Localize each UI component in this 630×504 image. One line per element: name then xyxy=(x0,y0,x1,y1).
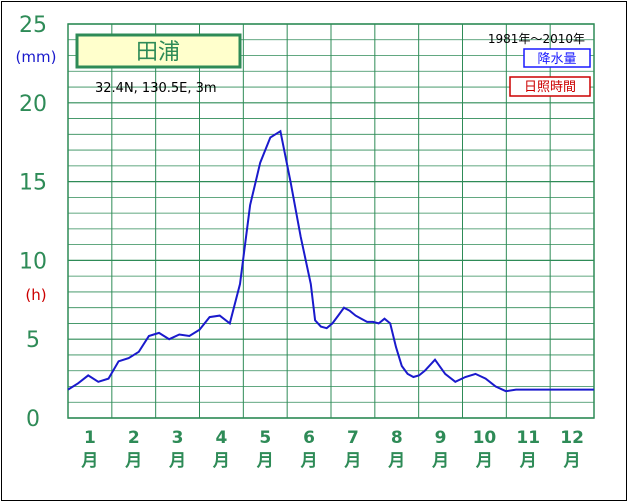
month-unit-label: 月 xyxy=(563,451,581,471)
legend-sunshine-box xyxy=(509,76,591,97)
month-number-label: 11 xyxy=(516,428,540,448)
y-tick-label: 25 xyxy=(19,13,47,38)
month-unit-label: 月 xyxy=(80,451,98,471)
month-unit-label: 月 xyxy=(256,451,274,471)
month-number-label: 5 xyxy=(259,428,271,448)
chart-title: 田浦 xyxy=(136,40,180,65)
y-axis-ticks: 0 5 10 15 20 25 xyxy=(19,13,47,432)
month-unit-label: 月 xyxy=(519,451,537,471)
legend-precipitation-box xyxy=(523,48,591,68)
month-number-label: 9 xyxy=(435,428,447,448)
y-tick-label: 0 xyxy=(26,407,40,432)
month-unit-label: 月 xyxy=(343,451,361,471)
y-axis-label-left: (mm) xyxy=(16,48,57,66)
chart-subtitle-location: 32.4N, 130.5E, 3m xyxy=(95,81,217,96)
legend-precipitation-label: 降水量 xyxy=(537,52,576,67)
title-box xyxy=(75,33,242,69)
y-tick-label: 10 xyxy=(19,249,47,274)
month-number-label: 12 xyxy=(560,428,584,448)
month-number-label: 2 xyxy=(128,428,140,448)
month-unit-label: 月 xyxy=(387,451,405,471)
y-tick-label: 15 xyxy=(19,171,47,196)
month-unit-label: 月 xyxy=(431,451,449,471)
month-number-label: 7 xyxy=(347,428,359,448)
y-axis-label-right: (h) xyxy=(25,286,46,304)
month-unit-label: 月 xyxy=(475,451,493,471)
y-tick-label: 20 xyxy=(19,92,47,117)
month-number-label: 8 xyxy=(391,428,403,448)
x-axis-month-labels: 1 月 2 月 3 月 4 月 5 月 6 月 7 月 8 月 9 月 10 月 11 月 12 月 xyxy=(80,428,584,471)
month-number-label: 10 xyxy=(473,428,497,448)
chart-grid xyxy=(67,23,595,419)
month-number-label: 4 xyxy=(215,428,227,448)
month-number-label: 1 xyxy=(84,428,96,448)
month-number-label: 3 xyxy=(172,428,184,448)
month-unit-label: 月 xyxy=(168,451,186,471)
legend-sunshine-label: 日照時間 xyxy=(524,80,576,95)
month-unit-label: 月 xyxy=(124,451,142,471)
series-line-precipitation xyxy=(67,129,594,393)
month-unit-label: 月 xyxy=(300,451,318,471)
plot-area-border xyxy=(67,23,595,419)
y-tick-label: 5 xyxy=(26,328,40,353)
month-number-label: 6 xyxy=(303,428,315,448)
period-label: 1981年〜2010年 xyxy=(488,32,585,46)
month-unit-label: 月 xyxy=(212,451,230,471)
